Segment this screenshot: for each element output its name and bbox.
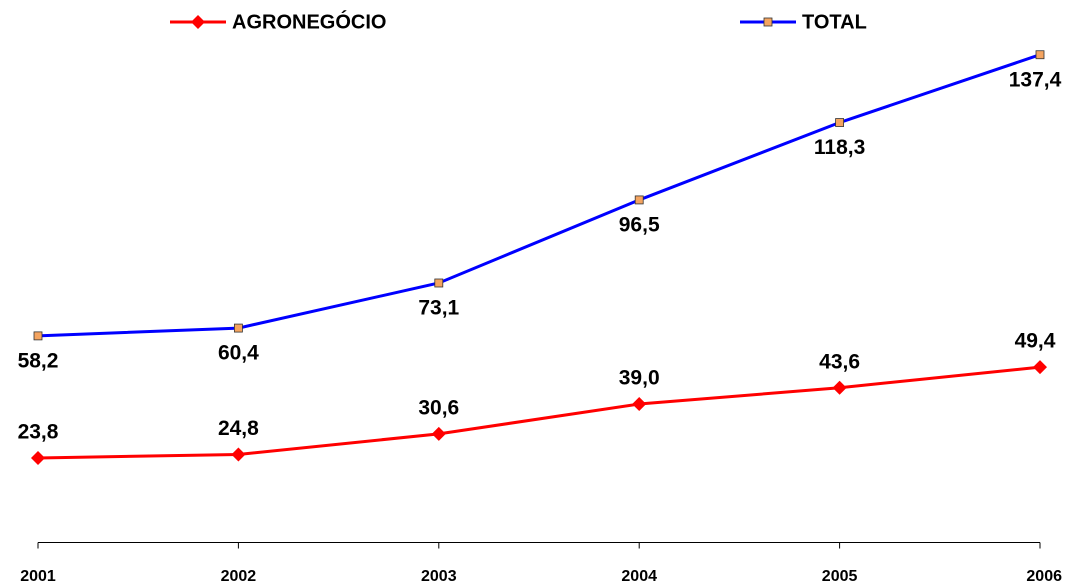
value-label: 49,4 — [1015, 330, 1056, 353]
point — [434, 278, 444, 288]
point — [634, 195, 644, 205]
line — [37, 365, 1041, 460]
point — [1035, 50, 1045, 60]
value-label: 30,6 — [418, 396, 459, 419]
point — [233, 323, 243, 333]
point — [431, 426, 446, 441]
value-label: 58,2 — [18, 349, 59, 372]
point — [835, 118, 844, 127]
value-label: 96,5 — [619, 213, 660, 236]
x-tick-label: 2004 — [621, 568, 657, 585]
line — [37, 53, 1041, 338]
point — [832, 380, 847, 395]
value-label: 23,8 — [18, 421, 59, 444]
legend-marker — [191, 15, 205, 29]
point — [33, 331, 43, 341]
value-label: 43,6 — [819, 350, 860, 373]
point — [231, 447, 246, 462]
x-tick-label: 2005 — [822, 568, 858, 585]
value-label: 39,0 — [619, 367, 660, 390]
value-label: 118,3 — [814, 136, 865, 159]
point — [1033, 360, 1047, 375]
x-tick-label: 2002 — [221, 568, 257, 585]
legend-marker — [763, 17, 773, 27]
point — [31, 451, 45, 466]
value-label: 24,8 — [218, 417, 259, 440]
value-label: 60,4 — [218, 342, 259, 365]
legend-label: AGRONEGÓCIO — [232, 9, 386, 33]
x-tick-label: 2006 — [1026, 568, 1062, 585]
legend-label: TOTAL — [802, 11, 867, 33]
x-tick-label: 2001 — [20, 568, 56, 585]
point — [632, 397, 647, 412]
x-tick-label: 2003 — [421, 568, 457, 585]
value-label: 137,4 — [1009, 68, 1062, 91]
value-label: 73,1 — [418, 297, 459, 320]
